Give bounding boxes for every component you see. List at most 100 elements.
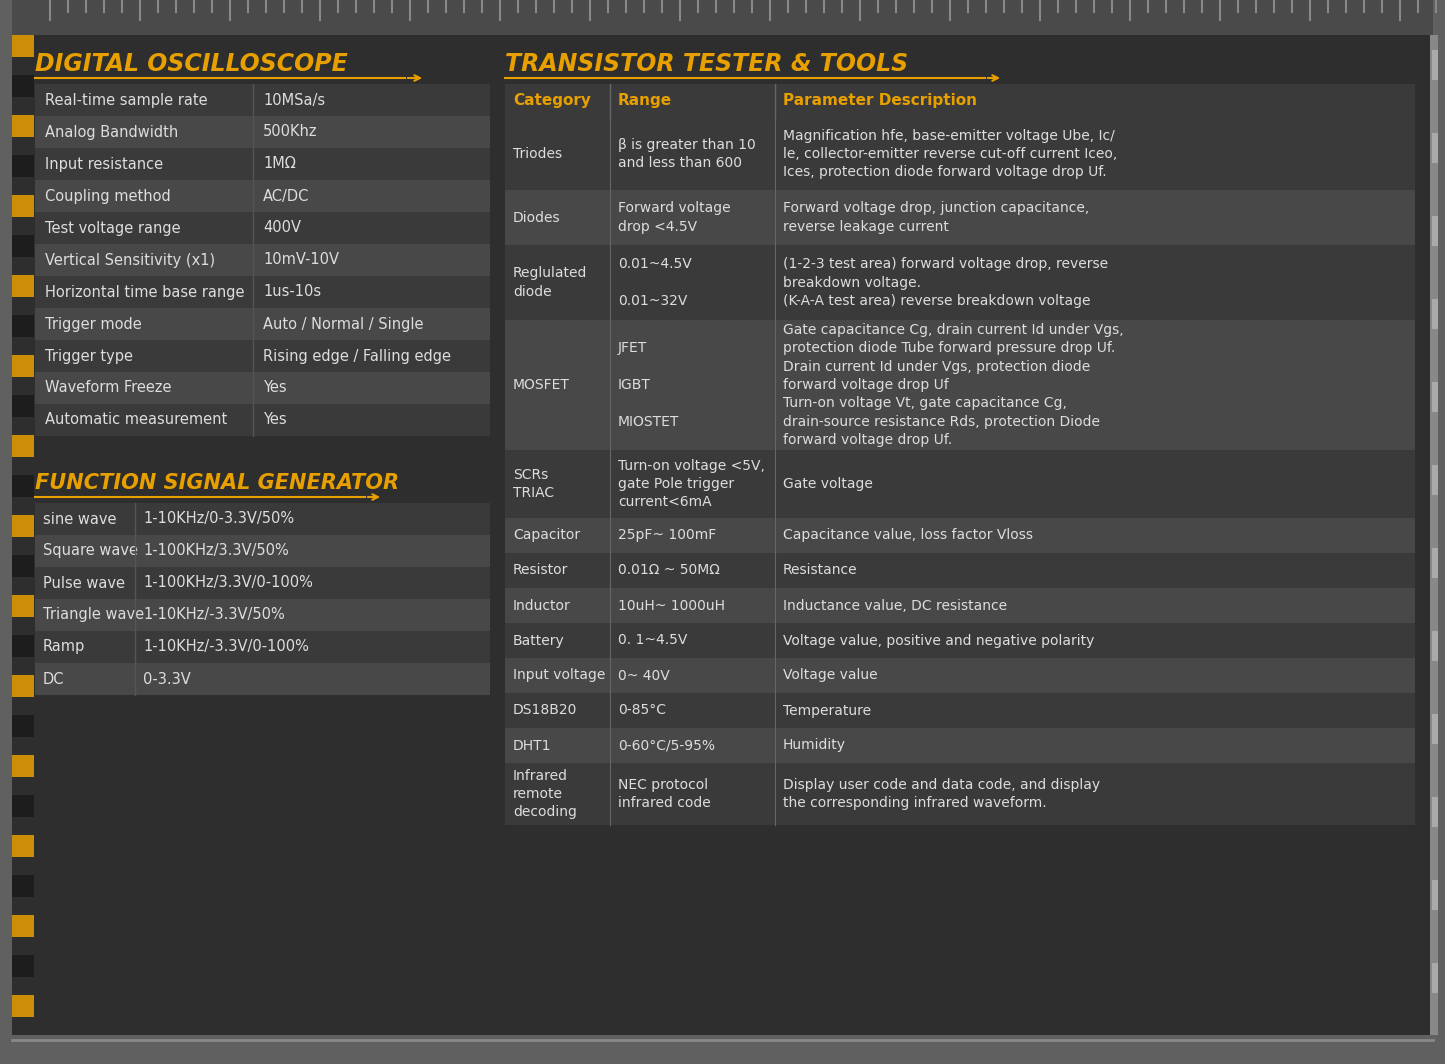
Text: Forward voltage
drop <4.5V: Forward voltage drop <4.5V xyxy=(618,201,731,234)
FancyBboxPatch shape xyxy=(35,180,490,212)
FancyBboxPatch shape xyxy=(12,0,1433,35)
Text: Horizontal time base range: Horizontal time base range xyxy=(45,284,244,299)
Text: 1us-10s: 1us-10s xyxy=(263,284,321,299)
Text: Yes: Yes xyxy=(263,413,286,428)
Text: 10MSa/s: 10MSa/s xyxy=(263,93,325,107)
Text: Voltage value, positive and negative polarity: Voltage value, positive and negative pol… xyxy=(783,633,1094,648)
Text: 0-85°C: 0-85°C xyxy=(618,703,666,717)
FancyBboxPatch shape xyxy=(1432,880,1438,910)
Text: Triangle wave: Triangle wave xyxy=(43,608,144,622)
Polygon shape xyxy=(12,915,35,937)
Text: 500Khz: 500Khz xyxy=(263,124,318,139)
Polygon shape xyxy=(12,995,35,1017)
Text: 0.01Ω ~ 50MΩ: 0.01Ω ~ 50MΩ xyxy=(618,564,720,578)
Text: 1-100KHz/3.3V/50%: 1-100KHz/3.3V/50% xyxy=(143,544,289,559)
FancyBboxPatch shape xyxy=(35,148,490,180)
Text: Gate voltage: Gate voltage xyxy=(783,477,873,491)
Text: DHT1: DHT1 xyxy=(513,738,552,752)
FancyBboxPatch shape xyxy=(1432,963,1438,993)
Polygon shape xyxy=(12,275,35,297)
Text: Humidity: Humidity xyxy=(783,738,845,752)
Polygon shape xyxy=(12,595,35,617)
Polygon shape xyxy=(12,675,35,697)
Text: AC/DC: AC/DC xyxy=(263,188,309,203)
FancyBboxPatch shape xyxy=(1431,35,1438,1035)
Polygon shape xyxy=(12,475,35,497)
Text: Trigger type: Trigger type xyxy=(45,349,133,364)
Text: Infrared
remote
decoding: Infrared remote decoding xyxy=(513,768,577,819)
FancyBboxPatch shape xyxy=(35,212,490,244)
Text: DIGITAL OSCILLOSCOPE: DIGITAL OSCILLOSCOPE xyxy=(35,52,348,76)
Polygon shape xyxy=(12,955,35,977)
Text: 1-10KHz/-3.3V/0-100%: 1-10KHz/-3.3V/0-100% xyxy=(143,639,309,654)
FancyBboxPatch shape xyxy=(35,276,490,307)
Text: Category: Category xyxy=(513,94,591,109)
Text: Input voltage: Input voltage xyxy=(513,668,605,682)
FancyBboxPatch shape xyxy=(1432,714,1438,744)
Text: Ramp: Ramp xyxy=(43,639,85,654)
Polygon shape xyxy=(12,555,35,577)
FancyBboxPatch shape xyxy=(1432,548,1438,578)
Polygon shape xyxy=(12,315,35,337)
Text: Auto / Normal / Single: Auto / Normal / Single xyxy=(263,316,423,332)
FancyBboxPatch shape xyxy=(504,553,1415,588)
FancyBboxPatch shape xyxy=(35,503,490,535)
FancyBboxPatch shape xyxy=(1432,382,1438,412)
Text: Test voltage range: Test voltage range xyxy=(45,220,181,235)
FancyBboxPatch shape xyxy=(504,190,1415,245)
FancyBboxPatch shape xyxy=(1432,797,1438,827)
Text: Range: Range xyxy=(618,94,672,109)
Text: 1MΩ: 1MΩ xyxy=(263,156,296,171)
Text: Capacitance value, loss factor Vloss: Capacitance value, loss factor Vloss xyxy=(783,529,1033,543)
FancyBboxPatch shape xyxy=(35,663,490,695)
Text: 1-10KHz/0-3.3V/50%: 1-10KHz/0-3.3V/50% xyxy=(143,512,295,527)
Text: Pulse wave: Pulse wave xyxy=(43,576,126,591)
Polygon shape xyxy=(12,435,35,458)
Polygon shape xyxy=(12,835,35,857)
Text: TRANSISTOR TESTER & TOOLS: TRANSISTOR TESTER & TOOLS xyxy=(504,52,907,76)
Text: Real-time sample rate: Real-time sample rate xyxy=(45,93,208,107)
Text: Resistance: Resistance xyxy=(783,564,858,578)
Text: Vertical Sensitivity (x1): Vertical Sensitivity (x1) xyxy=(45,252,215,267)
Text: Temperature: Temperature xyxy=(783,703,871,717)
Text: Magnification hfe, base-emitter voltage Ube, Ic/
le, collector-emitter reverse c: Magnification hfe, base-emitter voltage … xyxy=(783,129,1117,180)
FancyBboxPatch shape xyxy=(35,84,490,116)
Polygon shape xyxy=(12,74,35,97)
Text: (1-2-3 test area) forward voltage drop, reverse
breakdown voltage.
(K-A-A test a: (1-2-3 test area) forward voltage drop, … xyxy=(783,257,1108,307)
Text: 0-60°C/5-95%: 0-60°C/5-95% xyxy=(618,738,715,752)
Polygon shape xyxy=(12,235,35,257)
Polygon shape xyxy=(12,35,35,57)
Text: Display user code and data code, and display
the corresponding infrared waveform: Display user code and data code, and dis… xyxy=(783,778,1100,810)
Polygon shape xyxy=(12,755,35,777)
Text: 1-10KHz/-3.3V/50%: 1-10KHz/-3.3V/50% xyxy=(143,608,285,622)
FancyBboxPatch shape xyxy=(504,658,1415,693)
Text: Yes: Yes xyxy=(263,381,286,396)
Text: Triodes: Triodes xyxy=(513,147,562,161)
FancyBboxPatch shape xyxy=(504,588,1415,624)
Polygon shape xyxy=(12,155,35,177)
Polygon shape xyxy=(12,195,35,217)
FancyBboxPatch shape xyxy=(35,372,490,404)
Text: Rising edge / Falling edge: Rising edge / Falling edge xyxy=(263,349,451,364)
Text: SCRs
TRIAC: SCRs TRIAC xyxy=(513,468,553,500)
Polygon shape xyxy=(12,875,35,897)
FancyBboxPatch shape xyxy=(1432,216,1438,246)
Polygon shape xyxy=(12,395,35,417)
Text: 0~ 40V: 0~ 40V xyxy=(618,668,669,682)
Text: 10uH~ 1000uH: 10uH~ 1000uH xyxy=(618,598,725,613)
FancyBboxPatch shape xyxy=(35,404,490,436)
Text: Voltage value: Voltage value xyxy=(783,668,877,682)
FancyBboxPatch shape xyxy=(504,450,1415,518)
Text: MOSFET: MOSFET xyxy=(513,378,569,392)
FancyBboxPatch shape xyxy=(35,116,490,148)
FancyBboxPatch shape xyxy=(12,35,1433,1035)
Polygon shape xyxy=(12,355,35,377)
Text: Parameter Description: Parameter Description xyxy=(783,94,977,109)
FancyBboxPatch shape xyxy=(1432,465,1438,495)
FancyBboxPatch shape xyxy=(504,624,1415,658)
FancyBboxPatch shape xyxy=(35,535,490,567)
Text: β is greater than 10
and less than 600: β is greater than 10 and less than 600 xyxy=(618,138,756,170)
Text: 0-3.3V: 0-3.3V xyxy=(143,671,191,686)
Text: Square wave: Square wave xyxy=(43,544,139,559)
FancyBboxPatch shape xyxy=(1432,631,1438,661)
